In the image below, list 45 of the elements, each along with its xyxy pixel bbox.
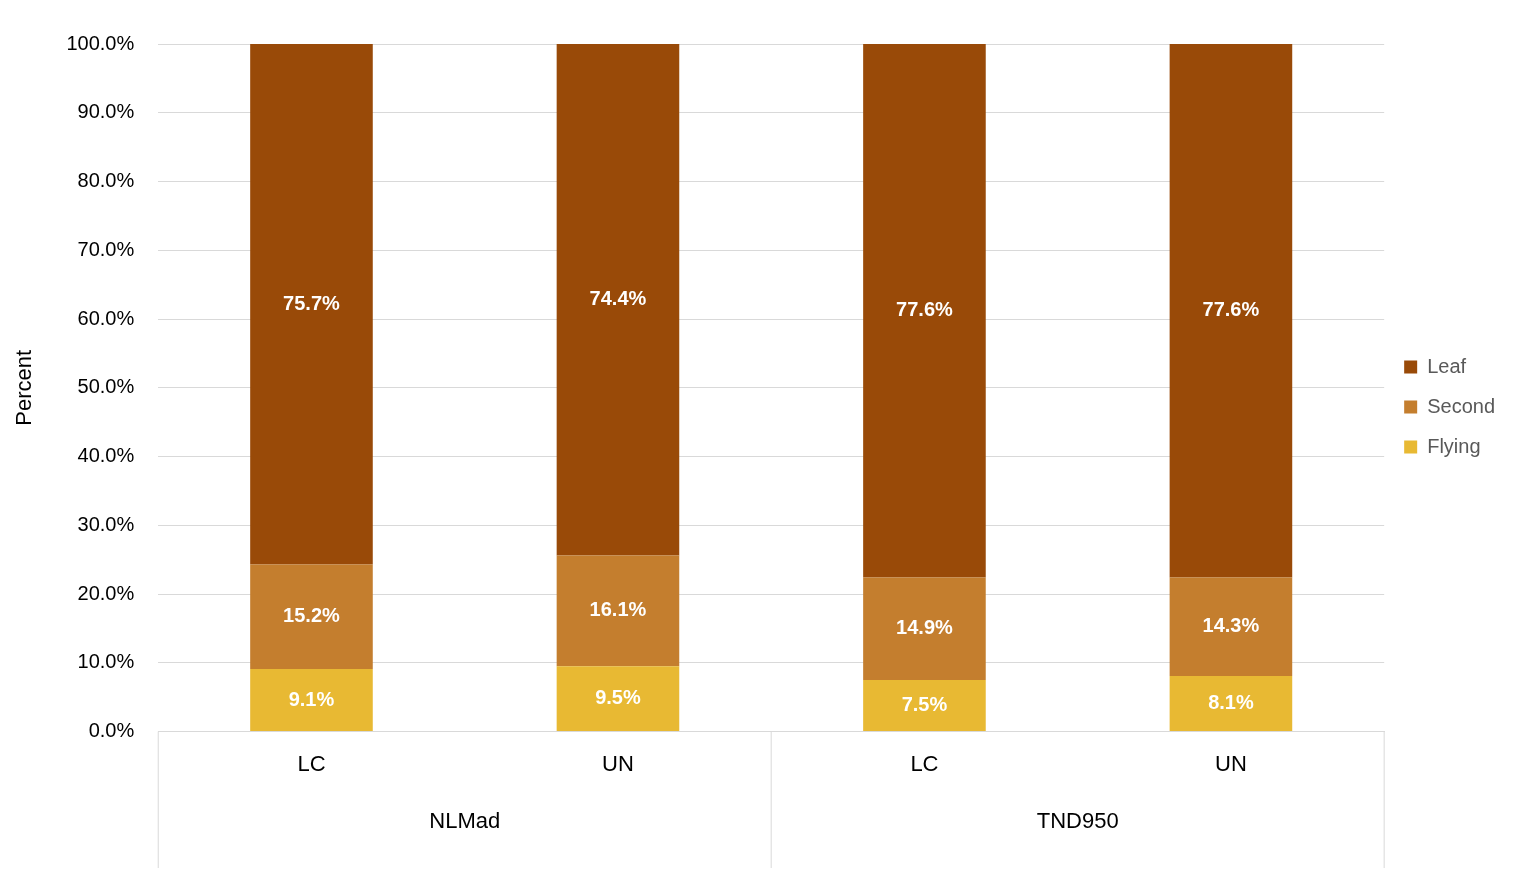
y-tick-label: 80.0% bbox=[77, 169, 135, 192]
data-label: 77.6% bbox=[1202, 298, 1260, 321]
data-label: 7.5% bbox=[901, 693, 948, 716]
x-tick-label: UN bbox=[1215, 750, 1247, 776]
bar bbox=[250, 669, 373, 732]
y-tick-label: 20.0% bbox=[77, 581, 135, 604]
x-tick-label: LC bbox=[297, 750, 326, 776]
y-axis-title: Percent bbox=[11, 349, 37, 426]
y-tick-label: 0.0% bbox=[88, 719, 135, 742]
legend-label: Leaf bbox=[1427, 354, 1467, 377]
bar bbox=[556, 666, 680, 732]
bar bbox=[556, 44, 680, 556]
bar bbox=[1169, 577, 1293, 676]
text: NLMad bbox=[429, 807, 501, 833]
data-label: 8.1% bbox=[1208, 691, 1254, 714]
bar bbox=[863, 680, 986, 732]
y-tick-label: 100.0% bbox=[66, 31, 135, 54]
y-tick-label: 10.0% bbox=[77, 650, 135, 673]
y-tick-label: 30.0% bbox=[77, 512, 135, 535]
x-tick-label: UN bbox=[602, 750, 634, 776]
data-label: 9.5% bbox=[595, 686, 641, 709]
bar bbox=[556, 555, 680, 667]
y-tick-label: 60.0% bbox=[77, 306, 135, 329]
data-label: 14.9% bbox=[896, 616, 954, 639]
text: TND950 bbox=[1036, 807, 1119, 833]
y-tick-label: 40.0% bbox=[77, 444, 135, 467]
data-label: 75.7% bbox=[283, 291, 341, 314]
x-tick-label: LC bbox=[910, 750, 939, 776]
data-label: 9.1% bbox=[288, 687, 335, 710]
bar bbox=[863, 577, 986, 681]
bar bbox=[1169, 44, 1293, 578]
y-tick-label: 50.0% bbox=[77, 375, 135, 398]
bar bbox=[250, 44, 373, 565]
data-label: 74.4% bbox=[589, 287, 647, 310]
bar bbox=[863, 44, 986, 578]
y-tick-label: 70.0% bbox=[77, 237, 135, 260]
data-label: 14.3% bbox=[1202, 614, 1260, 637]
data-label: 16.1% bbox=[589, 598, 647, 621]
bar bbox=[250, 564, 373, 670]
data-label: 15.2% bbox=[283, 604, 341, 627]
data-label: 77.6% bbox=[896, 298, 954, 321]
bar bbox=[1169, 675, 1293, 732]
y-tick-label: 90.0% bbox=[77, 100, 135, 123]
legend-label: Flying bbox=[1427, 434, 1481, 457]
legend-label: Second bbox=[1427, 394, 1496, 417]
